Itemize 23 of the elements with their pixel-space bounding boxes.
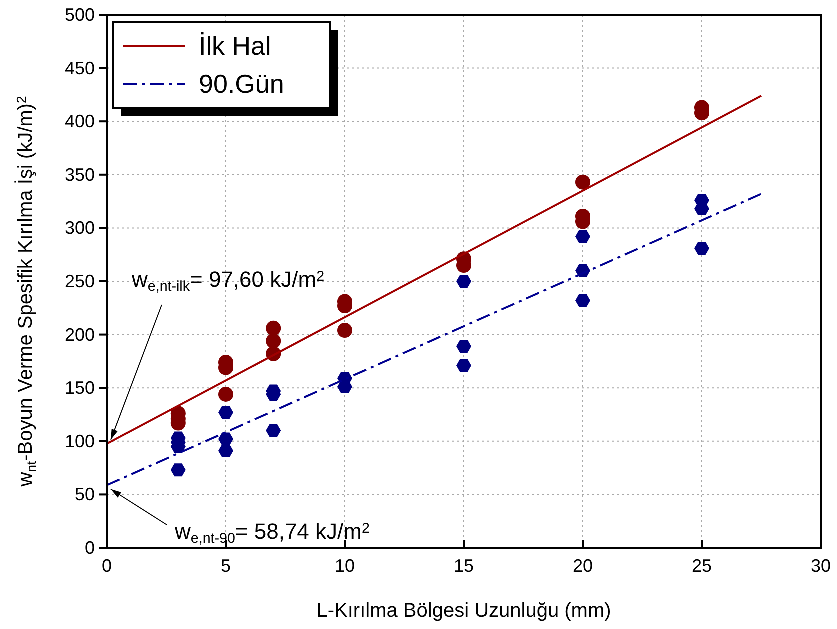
y-tick-label: 200: [64, 324, 95, 345]
x-tick-label: 30: [810, 556, 832, 576]
y-tick-label: 250: [64, 272, 95, 292]
x-tick-label: 20: [572, 556, 594, 576]
y-tick-label: 350: [64, 164, 95, 185]
y-tick-label: 100: [64, 431, 95, 452]
y-tick-label: 300: [64, 218, 95, 238]
annotation: w$_{e,nt-ilk}$= 97,60 kJ/m$^{2}$: [131, 267, 325, 296]
y-tick-label: 0: [84, 538, 95, 558]
x-tick-label: 5: [220, 556, 232, 576]
x-tick-label: 25: [692, 556, 712, 576]
y-tick-label: 400: [64, 112, 95, 132]
y-tick-label: 450: [64, 58, 95, 78]
x-tick-label: 0: [102, 556, 112, 576]
y-tick-label: 150: [64, 378, 95, 398]
annotation: w$_{e,nt-90}$= 58,74 kJ/m$^{2}$: [174, 519, 370, 548]
legend-label: 90.Gün: [199, 69, 284, 99]
legend-label: İlk Hal: [199, 31, 272, 61]
y-tick-label: 500: [64, 5, 95, 25]
y-tick-label: 50: [74, 484, 95, 505]
x-tick-label: 10: [334, 556, 356, 576]
x-tick-label: 15: [454, 556, 474, 576]
x-axis-title: L-Kırılma Bölgesi Uzunluğu (mm): [316, 600, 612, 622]
